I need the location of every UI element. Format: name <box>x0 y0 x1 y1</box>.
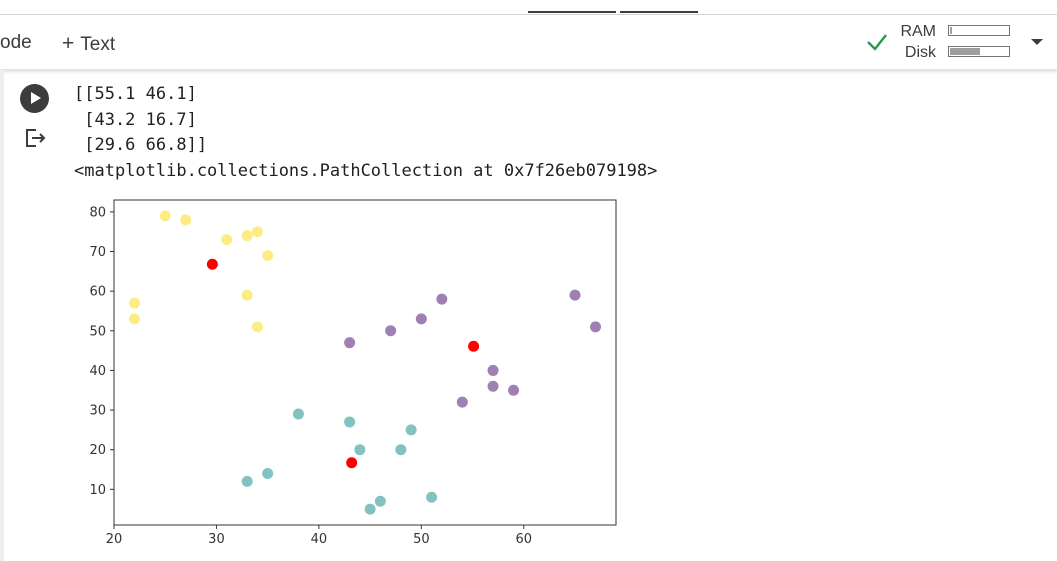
data-point <box>487 380 499 392</box>
data-point <box>241 230 253 242</box>
data-point <box>344 337 356 349</box>
output-line: <matplotlib.collections.PathCollection a… <box>74 160 658 181</box>
title-underline <box>528 11 616 13</box>
y-tick-label: 50 <box>89 324 106 339</box>
title-underline <box>620 11 698 13</box>
notebook-toolbar: ode + Text RAM Disk <box>0 15 1057 70</box>
data-point <box>262 467 274 479</box>
output-line: [43.2 16.7] <box>74 109 197 130</box>
y-tick-label: 40 <box>89 364 106 379</box>
add-code-button[interactable]: ode <box>0 32 32 54</box>
y-tick-label: 30 <box>89 404 106 419</box>
data-point <box>436 293 448 305</box>
y-tick-label: 10 <box>89 483 106 498</box>
plus-icon: + <box>62 32 75 55</box>
data-point <box>385 325 397 337</box>
disk-usage-bar <box>948 46 1010 57</box>
add-text-label: Text <box>80 34 116 55</box>
data-point <box>262 249 274 261</box>
add-text-button[interactable]: + Text <box>62 32 115 56</box>
data-point <box>426 491 438 503</box>
data-point <box>128 297 140 309</box>
data-point <box>590 321 602 333</box>
data-point <box>241 475 253 487</box>
data-point <box>221 234 233 246</box>
ram-usage-fill <box>950 27 952 34</box>
x-tick-label: 60 <box>516 532 533 547</box>
check-icon <box>867 34 887 51</box>
data-point <box>241 289 253 301</box>
data-point <box>395 444 407 456</box>
x-tick-label: 40 <box>311 532 328 547</box>
x-tick-label: 20 <box>106 532 123 547</box>
cell-output: [[55.1 46.1] [43.2 16.7] [29.6 66.8]] <m… <box>74 82 657 184</box>
data-point <box>456 396 468 408</box>
data-point <box>159 210 171 222</box>
data-point <box>569 289 581 301</box>
data-point <box>364 503 376 515</box>
y-tick-label: 20 <box>89 443 106 458</box>
centroid-point <box>206 258 218 270</box>
data-point <box>251 321 263 333</box>
run-cell-button[interactable] <box>20 84 49 113</box>
data-point <box>415 313 427 325</box>
data-point <box>180 214 192 226</box>
add-code-label: ode <box>0 32 32 53</box>
ram-label: RAM <box>900 23 936 40</box>
data-point <box>292 408 304 420</box>
y-tick-label: 70 <box>89 245 106 260</box>
disk-label: Disk <box>904 44 936 61</box>
output-line: [[55.1 46.1] <box>74 84 197 104</box>
cell-left-border <box>0 70 4 561</box>
ram-usage-bar <box>948 25 1010 36</box>
data-point <box>344 416 356 428</box>
centroid-point <box>346 457 358 469</box>
y-tick-label: 60 <box>89 285 106 300</box>
chevron-down-icon[interactable] <box>1031 39 1043 45</box>
disk-usage-fill <box>950 48 981 55</box>
top-strip <box>0 0 1057 15</box>
resource-labels[interactable]: RAM Disk <box>898 21 936 63</box>
plot-frame <box>113 199 617 526</box>
data-point <box>487 364 499 376</box>
data-point <box>374 495 386 507</box>
data-point <box>508 384 520 396</box>
output-line: [29.6 66.8]] <box>74 135 208 155</box>
output-menu-icon[interactable] <box>25 128 47 148</box>
data-point <box>354 444 366 456</box>
centroid-point <box>468 340 480 352</box>
y-tick-label: 80 <box>89 205 106 220</box>
x-tick-label: 30 <box>208 532 225 547</box>
scatter-plot: 20 30 40 50 60 10 20 30 40 50 60 70 80 <box>89 199 617 547</box>
x-tick-label: 50 <box>413 532 430 547</box>
data-point <box>405 424 417 436</box>
data-point <box>251 226 263 238</box>
data-point <box>128 313 140 325</box>
